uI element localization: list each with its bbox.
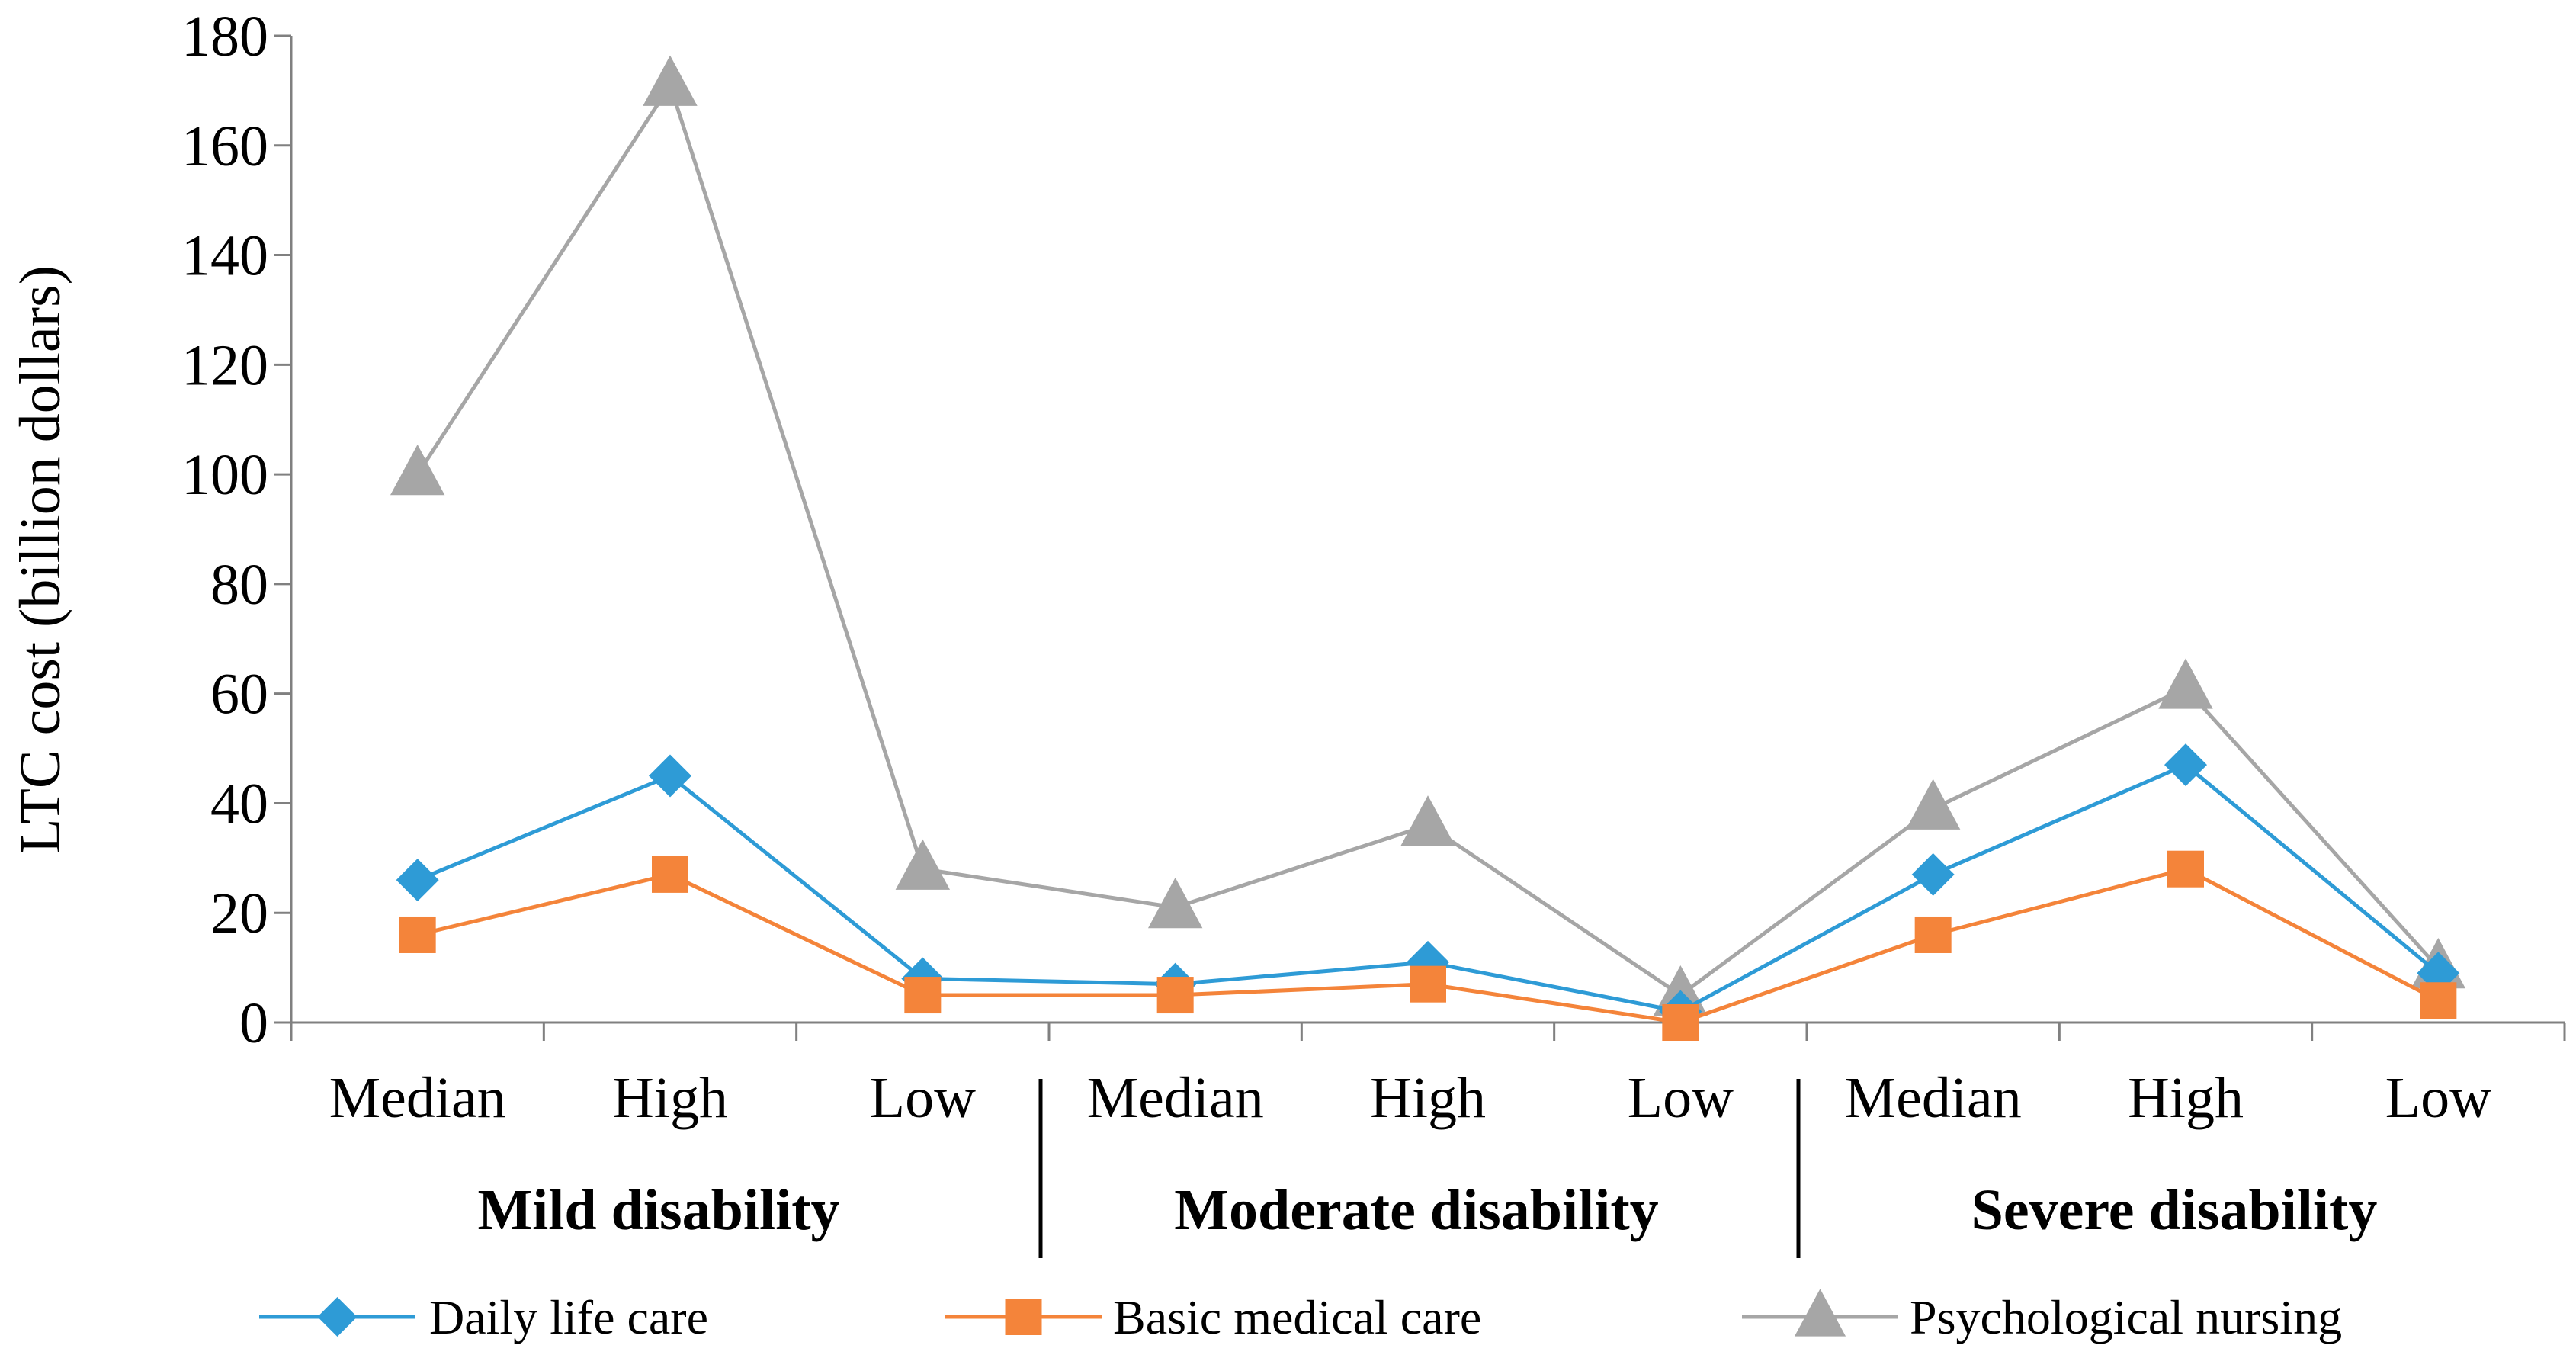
legend-item: Basic medical care	[945, 1290, 1481, 1344]
y-tick-label: 180	[181, 5, 268, 69]
x-tick-label: High	[1370, 1066, 1486, 1130]
y-tick-label: 80	[210, 553, 268, 617]
series-basic-medical-care	[399, 850, 2457, 1041]
legend-marker	[1794, 1289, 1846, 1337]
data-point	[2164, 743, 2207, 787]
series-psychological-nursing	[390, 55, 2466, 1016]
data-point	[396, 859, 439, 902]
legend-item: Daily life care	[259, 1290, 708, 1344]
data-point	[1914, 916, 1952, 953]
data-point	[1400, 795, 1455, 846]
y-tick-label: 60	[210, 663, 268, 727]
data-point	[1662, 1004, 1699, 1041]
data-point	[649, 754, 691, 798]
y-axis-title: LTC cost (billion dollars)	[8, 265, 72, 854]
y-tick-label: 120	[181, 333, 268, 397]
x-tick-label: Median	[1087, 1066, 1264, 1130]
x-tick-label: Median	[329, 1066, 506, 1130]
y-tick-label: 100	[181, 443, 268, 507]
y-tick-label: 160	[181, 114, 268, 178]
data-point	[390, 445, 445, 496]
x-tick-label: High	[612, 1066, 728, 1130]
series-line	[415, 80, 2440, 998]
x-tick-label: Low	[1628, 1066, 1734, 1130]
data-point	[1410, 965, 1446, 1003]
data-point	[643, 55, 698, 106]
legend-item: Psychological nursing	[1742, 1289, 2342, 1344]
x-tick-label: Median	[1845, 1066, 2022, 1130]
series-layer	[390, 55, 2466, 1041]
x-tick-label: High	[2128, 1066, 2244, 1130]
data-point	[652, 856, 688, 893]
labels-layer: 0 20 40 60 80 100 120 140 160 180 Median High Low Med…	[8, 5, 2491, 1242]
legend: Daily life care Basic medical care Psychol…	[259, 1289, 2342, 1344]
data-point	[904, 977, 942, 1014]
data-point	[1156, 977, 1194, 1014]
data-point	[1911, 852, 1955, 896]
data-point	[895, 839, 951, 890]
chart-axes	[274, 34, 2566, 1258]
legend-label: Psychological nursing	[1910, 1290, 2342, 1344]
legend-label: Daily life care	[429, 1290, 708, 1344]
legend-label: Basic medical care	[1113, 1290, 1481, 1344]
data-point	[2167, 850, 2204, 888]
y-tick-label: 40	[210, 772, 268, 836]
data-point	[1905, 779, 1961, 830]
group-label: Mild disability	[477, 1178, 839, 1242]
data-point	[1147, 877, 1203, 929]
y-tick-label: 140	[181, 224, 268, 288]
data-point	[2420, 982, 2457, 1019]
y-tick-label: 0	[239, 991, 268, 1055]
data-point	[399, 916, 436, 953]
y-tick-label: 20	[210, 881, 268, 945]
legend-marker	[317, 1297, 358, 1337]
data-point	[2158, 658, 2213, 709]
x-tick-label: Low	[2385, 1066, 2491, 1130]
group-label: Severe disability	[1971, 1178, 2378, 1242]
group-label: Moderate disability	[1174, 1178, 1658, 1242]
x-tick-label: Low	[870, 1066, 976, 1130]
legend-marker	[1005, 1299, 1042, 1335]
